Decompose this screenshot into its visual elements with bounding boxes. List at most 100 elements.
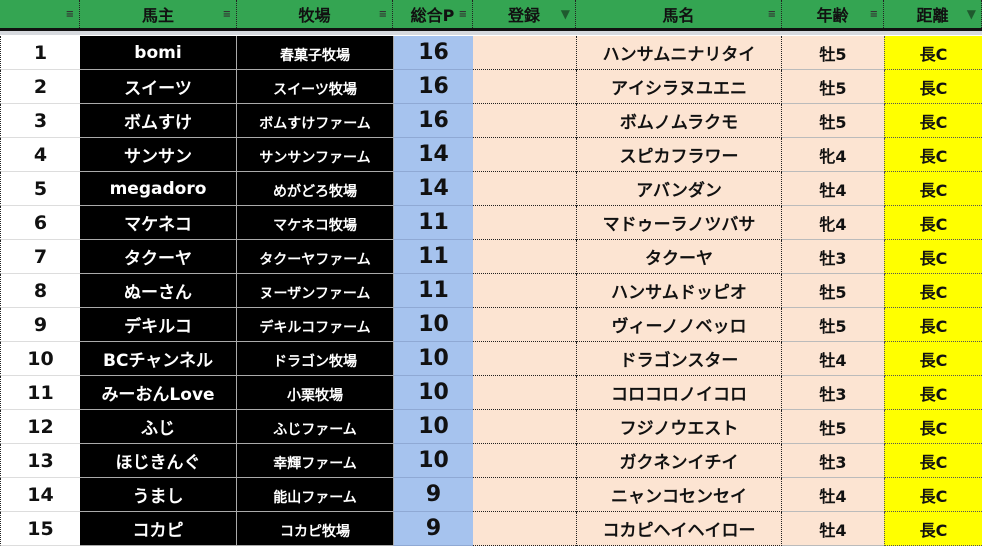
- age-cell[interactable]: 牡3: [782, 240, 884, 274]
- owner-cell[interactable]: ボムすけ: [80, 104, 237, 138]
- row-number[interactable]: 8: [0, 274, 80, 308]
- distance-cell[interactable]: 長C: [884, 172, 982, 206]
- column-header-reg[interactable]: 登録 ▼: [473, 0, 576, 28]
- horse-name-cell[interactable]: ボムノムラクモ: [576, 104, 782, 138]
- horse-name-cell[interactable]: ハンサムドッピオ: [576, 274, 782, 308]
- points-cell[interactable]: 11: [393, 240, 473, 274]
- horse-name-cell[interactable]: スピカフラワー: [576, 138, 782, 172]
- registration-cell[interactable]: [473, 478, 576, 512]
- owner-cell[interactable]: マケネコ: [80, 206, 237, 240]
- age-cell[interactable]: 牡4: [782, 478, 884, 512]
- points-cell[interactable]: 11: [393, 274, 473, 308]
- owner-cell[interactable]: デキルコ: [80, 308, 237, 342]
- registration-cell[interactable]: [473, 104, 576, 138]
- filter-dropdown-icon[interactable]: ≡: [65, 9, 74, 20]
- row-number[interactable]: 13: [0, 444, 80, 478]
- owner-cell[interactable]: ほじきんぐ: [80, 444, 237, 478]
- owner-cell[interactable]: megadoro: [80, 172, 237, 206]
- distance-cell[interactable]: 長C: [884, 308, 982, 342]
- column-header-points[interactable]: 総合P ≡: [393, 0, 473, 28]
- row-number[interactable]: 10: [0, 342, 80, 376]
- farm-cell[interactable]: 小栗牧場: [237, 376, 393, 410]
- farm-cell[interactable]: コカピ牧場: [237, 512, 393, 546]
- age-cell[interactable]: 牡5: [782, 274, 884, 308]
- age-cell[interactable]: 牡3: [782, 444, 884, 478]
- points-cell[interactable]: 11: [393, 206, 473, 240]
- distance-cell[interactable]: 長C: [884, 206, 982, 240]
- distance-cell[interactable]: 長C: [884, 512, 982, 546]
- row-number[interactable]: 15: [0, 512, 80, 546]
- age-cell[interactable]: 牡3: [782, 376, 884, 410]
- owner-cell[interactable]: スイーツ: [80, 70, 237, 104]
- distance-cell[interactable]: 長C: [884, 104, 982, 138]
- age-cell[interactable]: 牡4: [782, 172, 884, 206]
- farm-cell[interactable]: めがどろ牧場: [237, 172, 393, 206]
- horse-name-cell[interactable]: マドゥーラノツバサ: [576, 206, 782, 240]
- horse-name-cell[interactable]: ガクネンイチイ: [576, 444, 782, 478]
- filter-dropdown-icon[interactable]: ≡: [869, 9, 878, 20]
- points-cell[interactable]: 10: [393, 444, 473, 478]
- horse-name-cell[interactable]: ニャンコセンセイ: [576, 478, 782, 512]
- horse-name-cell[interactable]: アバンダン: [576, 172, 782, 206]
- distance-cell[interactable]: 長C: [884, 240, 982, 274]
- farm-cell[interactable]: 春菓子牧場: [237, 36, 393, 70]
- row-number[interactable]: 14: [0, 478, 80, 512]
- owner-cell[interactable]: みーおんLove: [80, 376, 237, 410]
- farm-cell[interactable]: スイーツ牧場: [237, 70, 393, 104]
- filter-active-icon[interactable]: ▼: [966, 7, 976, 21]
- column-header-owner[interactable]: 馬主 ≡: [80, 0, 237, 28]
- row-number[interactable]: 11: [0, 376, 80, 410]
- farm-cell[interactable]: ふじファーム: [237, 410, 393, 444]
- owner-cell[interactable]: タクーヤ: [80, 240, 237, 274]
- registration-cell[interactable]: [473, 274, 576, 308]
- distance-cell[interactable]: 長C: [884, 274, 982, 308]
- row-number[interactable]: 1: [0, 36, 80, 70]
- distance-cell[interactable]: 長C: [884, 138, 982, 172]
- farm-cell[interactable]: デキルコファーム: [237, 308, 393, 342]
- points-cell[interactable]: 10: [393, 308, 473, 342]
- filter-dropdown-icon[interactable]: ≡: [767, 9, 776, 20]
- distance-cell[interactable]: 長C: [884, 342, 982, 376]
- filter-active-icon[interactable]: ▼: [560, 7, 570, 21]
- farm-cell[interactable]: 幸輝ファーム: [237, 444, 393, 478]
- owner-cell[interactable]: ぬーさん: [80, 274, 237, 308]
- registration-cell[interactable]: [473, 444, 576, 478]
- distance-cell[interactable]: 長C: [884, 36, 982, 70]
- column-header-age[interactable]: 年齢 ≡: [782, 0, 884, 28]
- column-header-no[interactable]: ≡: [0, 0, 80, 28]
- horse-name-cell[interactable]: アイシラヌユエニ: [576, 70, 782, 104]
- farm-cell[interactable]: サンサンファーム: [237, 138, 393, 172]
- points-cell[interactable]: 16: [393, 70, 473, 104]
- distance-cell[interactable]: 長C: [884, 376, 982, 410]
- column-header-horse[interactable]: 馬名 ≡: [576, 0, 782, 28]
- horse-name-cell[interactable]: ハンサムニナリタイ: [576, 36, 782, 70]
- horse-name-cell[interactable]: ヴィーノノベッロ: [576, 308, 782, 342]
- age-cell[interactable]: 牡5: [782, 70, 884, 104]
- age-cell[interactable]: 牡4: [782, 512, 884, 546]
- horse-name-cell[interactable]: タクーヤ: [576, 240, 782, 274]
- filter-dropdown-icon[interactable]: ≡: [222, 9, 231, 20]
- distance-cell[interactable]: 長C: [884, 70, 982, 104]
- age-cell[interactable]: 牝4: [782, 206, 884, 240]
- row-number[interactable]: 12: [0, 410, 80, 444]
- row-number[interactable]: 9: [0, 308, 80, 342]
- age-cell[interactable]: 牡5: [782, 308, 884, 342]
- filter-dropdown-icon[interactable]: ≡: [378, 9, 387, 20]
- points-cell[interactable]: 16: [393, 36, 473, 70]
- farm-cell[interactable]: ヌーザンファーム: [237, 274, 393, 308]
- row-number[interactable]: 4: [0, 138, 80, 172]
- points-cell[interactable]: 14: [393, 138, 473, 172]
- column-header-dist[interactable]: 距離 ▼: [884, 0, 982, 28]
- owner-cell[interactable]: BCチャンネル: [80, 342, 237, 376]
- age-cell[interactable]: 牝4: [782, 138, 884, 172]
- horse-name-cell[interactable]: コロコロノイコロ: [576, 376, 782, 410]
- column-header-farm[interactable]: 牧場 ≡: [237, 0, 393, 28]
- registration-cell[interactable]: [473, 172, 576, 206]
- row-number[interactable]: 2: [0, 70, 80, 104]
- row-number[interactable]: 7: [0, 240, 80, 274]
- distance-cell[interactable]: 長C: [884, 410, 982, 444]
- horse-name-cell[interactable]: ドラゴンスター: [576, 342, 782, 376]
- owner-cell[interactable]: ふじ: [80, 410, 237, 444]
- points-cell[interactable]: 9: [393, 478, 473, 512]
- registration-cell[interactable]: [473, 410, 576, 444]
